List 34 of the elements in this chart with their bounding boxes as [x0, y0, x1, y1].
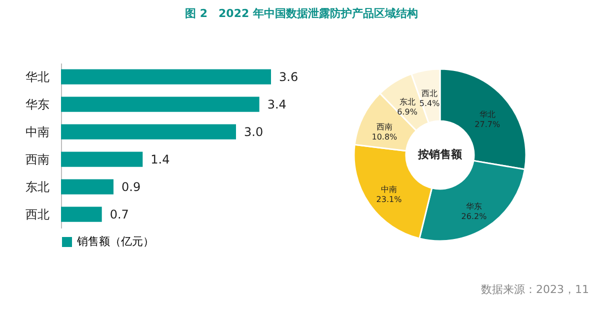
data-label: 27.7% [474, 120, 500, 129]
bar [61, 206, 102, 222]
slice-label: 华东 [466, 202, 482, 211]
data-label: 3.6 [279, 70, 298, 84]
data-label: 5.4% [419, 98, 440, 108]
y-tick-label: 西北 [26, 207, 50, 222]
data-label: 23.1% [376, 195, 402, 204]
data-label: 1.4 [150, 152, 170, 166]
bar [61, 152, 143, 167]
y-tick-label: 东北 [26, 180, 50, 194]
data-label: 3.4 [267, 97, 286, 112]
source-note: 数据来源：2023，11 [481, 282, 589, 297]
bar [61, 179, 114, 194]
bar [61, 96, 260, 112]
data-label: 26.2% [461, 212, 488, 221]
y-tick-label: 西南 [26, 152, 50, 166]
bar [61, 124, 236, 140]
slice-label: 华北 [479, 110, 496, 119]
text: 图 2 2022 年中国数据泄露防护产品区域结构 [184, 6, 419, 21]
data-label: 10.8% [372, 132, 398, 142]
y-tick-label: 华东 [26, 97, 50, 112]
slice-label: 中南 [380, 185, 397, 194]
legend-label: 销售额（亿元） [76, 235, 154, 248]
text: 按销售额 [417, 148, 463, 161]
slice-label: 西北 [422, 88, 438, 98]
y-tick-label: 华北 [26, 70, 50, 84]
data-label: 3.0 [244, 124, 264, 139]
data-label: 0.9 [122, 180, 141, 194]
slice-label: 西南 [376, 122, 392, 132]
bar [61, 69, 271, 84]
slice-label: 东北 [399, 97, 416, 106]
data-label: 6.9% [397, 107, 418, 116]
data-label: 0.7 [110, 207, 129, 222]
y-tick-label: 中南 [26, 124, 50, 139]
